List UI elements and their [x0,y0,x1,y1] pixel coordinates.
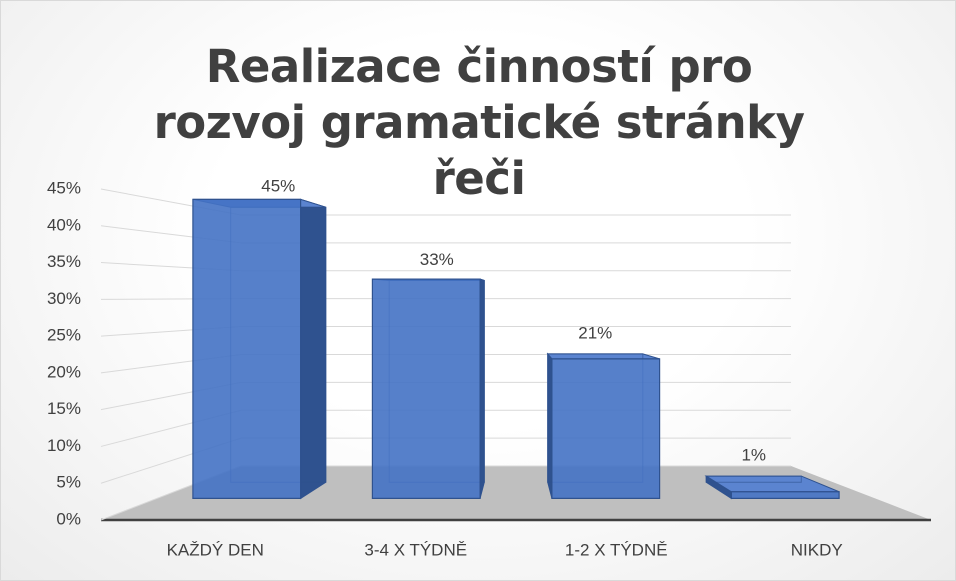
data-label: 1% [741,446,766,465]
y-tick-label: 0% [56,509,81,528]
bar [551,358,661,499]
y-tick-label: 10% [47,436,81,455]
bar-side [300,198,327,500]
chart-title: Realizace činností pro rozvoj gramatické… [153,40,805,205]
data-label: 21% [578,323,612,342]
bar [730,491,840,499]
y-tick-label: 25% [47,326,81,345]
y-tick-label: 20% [47,362,81,381]
bar-side [479,278,485,499]
data-label: 45% [261,177,295,196]
bar-back-edges [705,475,802,483]
x-tick-label: KAŽDÝ DEN [167,540,264,559]
x-tick-label: 3-4 X TÝDNĚ [364,540,467,559]
y-tick-label: 15% [47,399,81,418]
y-tick-label: 40% [47,215,81,234]
y-tick-label: 45% [47,178,81,197]
bar [192,198,302,499]
y-tick-label: 30% [47,289,81,308]
bar [371,278,481,499]
data-label: 33% [420,250,454,269]
bar-side [547,352,553,499]
x-tick-label: NIKDY [791,540,843,559]
x-tick-label: 1-2 X TÝDNĚ [565,540,668,559]
y-tick-label: 5% [56,473,81,492]
y-tick-label: 35% [47,252,81,271]
